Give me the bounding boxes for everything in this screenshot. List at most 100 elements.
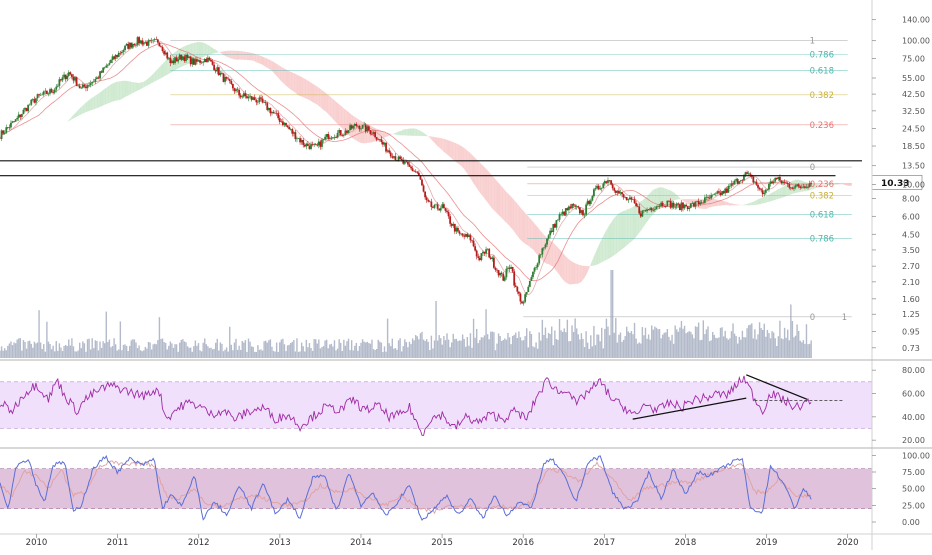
cloud-segment (760, 198, 762, 204)
volume-bar (265, 341, 266, 358)
cloud-segment (444, 139, 446, 153)
volume-bar (692, 334, 693, 358)
volume-bar (73, 346, 74, 358)
volume-bar (396, 350, 397, 358)
candle-body (666, 201, 668, 207)
cloud-segment (756, 199, 758, 205)
volume-bar (328, 348, 329, 358)
candle-body (727, 186, 729, 193)
candle-body (543, 247, 545, 248)
price-axis-label: 100.00 (902, 37, 930, 46)
cloud-segment (525, 213, 527, 245)
candle-body (684, 205, 686, 208)
volume-bar (617, 343, 618, 358)
candle-body (113, 56, 115, 58)
candle-body (441, 204, 443, 208)
candle-body (724, 189, 726, 194)
candle-body (395, 156, 397, 160)
candle-body (316, 144, 318, 145)
volume-bar (131, 340, 132, 358)
volume-bar (181, 340, 182, 358)
volume-bar (639, 342, 640, 358)
cloud-segment (206, 44, 208, 56)
candle-body (401, 159, 403, 160)
time-axis-label: 2017 (593, 538, 615, 548)
volume-bar (615, 318, 616, 358)
volume-bar (34, 342, 35, 358)
volume-bar (429, 350, 430, 358)
volume-bar (695, 326, 696, 358)
volume-bar (554, 331, 555, 358)
cloud-segment (145, 80, 147, 87)
volume-bar (529, 331, 530, 358)
volume-bar (610, 270, 611, 358)
cloud-segment (144, 81, 146, 88)
candle-body (652, 210, 654, 211)
fib-upper-label: 0.618 (810, 67, 834, 77)
volume-bar (171, 343, 172, 358)
volume-bar (539, 332, 540, 358)
candle-body (577, 206, 579, 207)
candle-body (246, 96, 248, 98)
volume-bar (417, 336, 418, 358)
volume-bar (301, 343, 302, 358)
cloud-segment (262, 57, 264, 66)
cloud-segment (283, 68, 285, 84)
candle-body (226, 77, 228, 79)
candle-body (530, 277, 532, 281)
volume-bar (121, 350, 122, 358)
candle-body (63, 75, 65, 78)
volume-bar (703, 320, 704, 358)
volume-bar (657, 329, 658, 358)
volume-bar (568, 341, 569, 358)
volume-bar (31, 344, 32, 358)
volume-bar (687, 332, 688, 358)
cloud-segment (452, 141, 454, 159)
candle-body (810, 183, 812, 184)
cloud-segment (483, 166, 485, 199)
volume-bar (649, 340, 650, 358)
volume-bar (201, 351, 202, 358)
cloud-segment (98, 92, 100, 107)
candle-body (146, 42, 148, 46)
volume-bar (470, 333, 471, 358)
volume-bar (506, 340, 507, 358)
candle-body (169, 58, 171, 63)
rsi-pane[interactable] (0, 375, 872, 436)
cloud-segment (477, 159, 479, 190)
stochastic-band (0, 469, 872, 509)
candle-body (141, 40, 143, 44)
candle-body (266, 103, 268, 110)
candle-body (284, 123, 286, 125)
candle-body (196, 59, 198, 61)
candle-body (434, 205, 436, 208)
volume-bar (309, 343, 310, 358)
volume-bar (7, 346, 8, 358)
volume-bar (92, 338, 93, 358)
volume-bar (346, 341, 347, 358)
volume-bar (407, 347, 408, 358)
volume-bar (57, 351, 58, 358)
volume-bar (16, 340, 17, 358)
cloud-segment (120, 81, 122, 100)
volume-bar (215, 343, 216, 358)
volume-bar (603, 348, 604, 358)
volume-bar (231, 345, 232, 358)
candle-body (641, 211, 643, 217)
cloud-segment (112, 83, 114, 102)
volume-bar (370, 344, 371, 358)
volume-bar (93, 348, 94, 358)
cloud-segment (288, 70, 290, 88)
volume-bar (693, 338, 694, 358)
rsi-band (0, 382, 872, 429)
cloud-segment (100, 91, 102, 106)
candle-body (293, 132, 295, 133)
candle-body (341, 135, 343, 136)
cloud-segment (722, 201, 724, 206)
volume-bar (624, 336, 625, 358)
cloud-segment (516, 202, 518, 236)
volume-bar (227, 352, 228, 358)
candle-body (182, 56, 184, 59)
candle-body (144, 42, 146, 43)
